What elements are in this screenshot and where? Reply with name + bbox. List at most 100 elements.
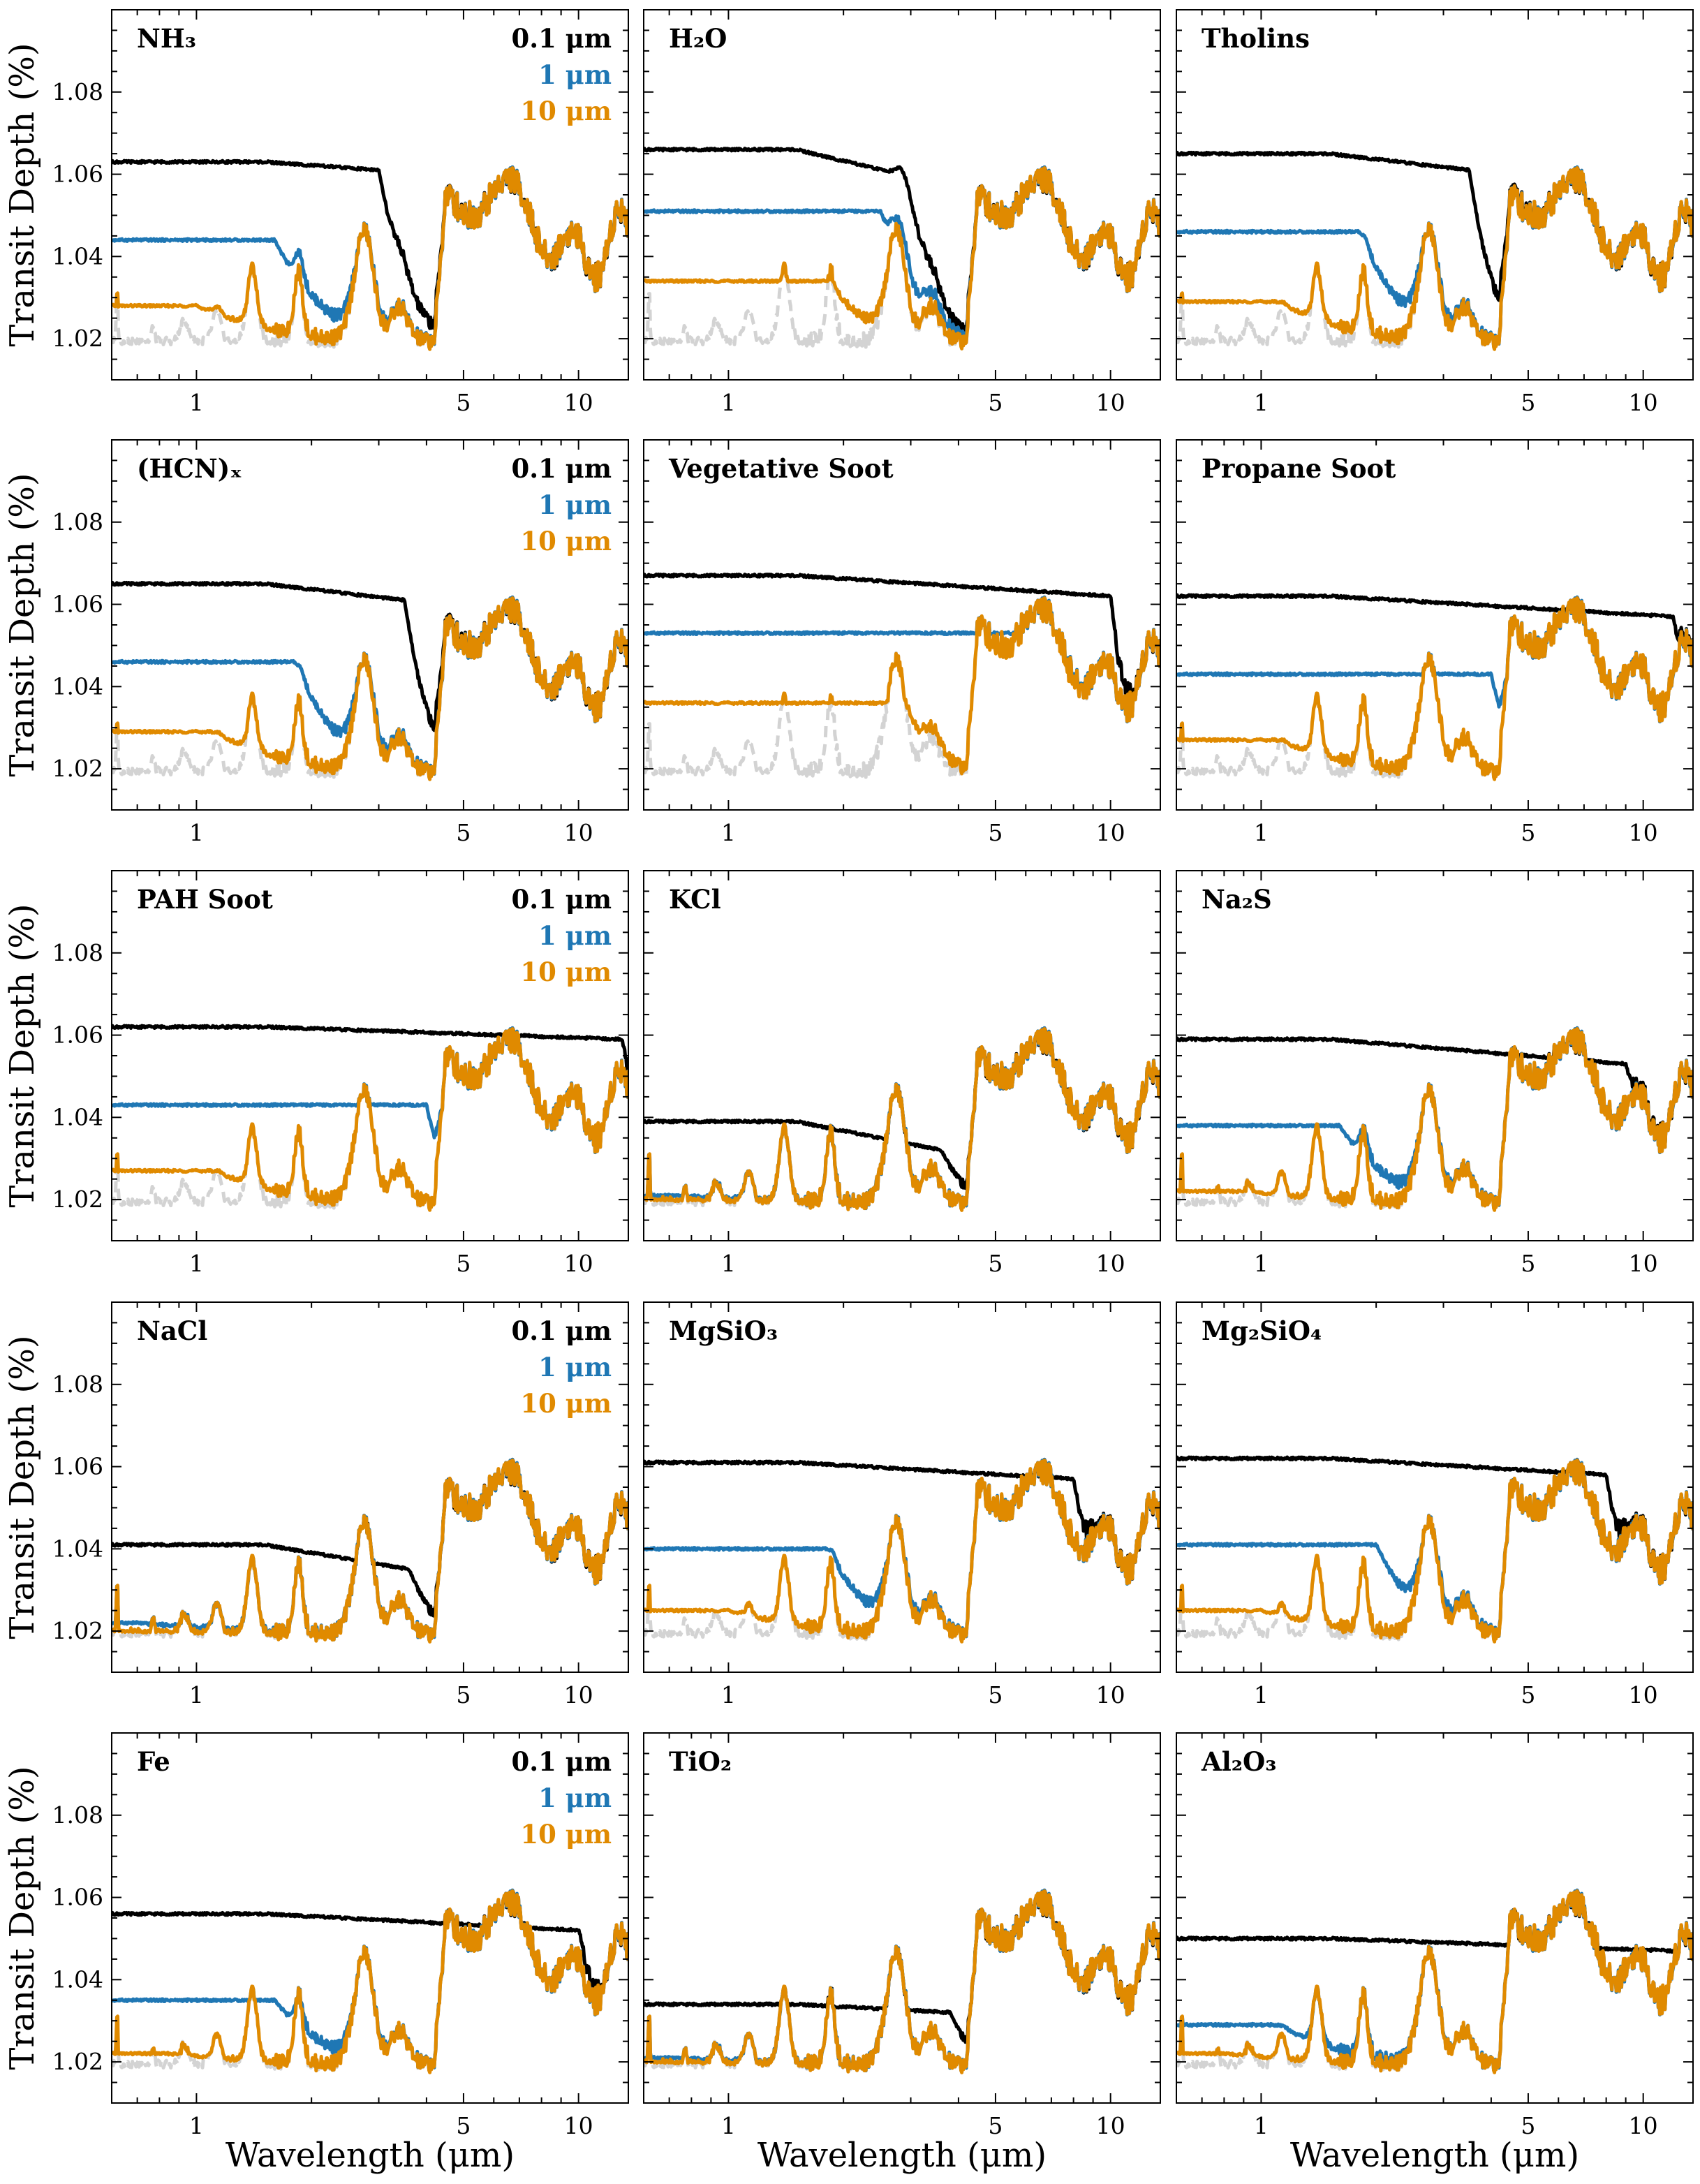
- x-tick-label: 5: [988, 1250, 1003, 1277]
- y-tick-label: 1.02: [52, 2048, 103, 2075]
- panel-label: Propane Soot: [1202, 453, 1396, 484]
- legend-entry-r0_1: 0.1 μm: [512, 1746, 612, 1777]
- x-tick-label: 1: [721, 2112, 736, 2139]
- series-0_1-line: [644, 573, 1160, 711]
- y-tick-label: 1.06: [52, 1884, 103, 1911]
- x-tick-label: 5: [988, 2112, 1003, 2139]
- plot-area: [1176, 593, 1693, 781]
- plot-area: [112, 1024, 628, 1212]
- y-tick-label: 1.08: [52, 1801, 103, 1829]
- x-tick-label: 10: [1096, 1681, 1125, 1709]
- legend-entry-r0_1: 0.1 μm: [512, 453, 612, 484]
- plot-area: [112, 1457, 628, 1644]
- panel-label: Na₂S: [1202, 884, 1272, 915]
- x-axis-title: Wavelength (μm): [1290, 2136, 1579, 2175]
- x-tick-label: 1: [189, 1250, 204, 1277]
- panel-5: 1 5 10 Vegetative Soot: [643, 439, 1161, 846]
- panel-label: Tholins: [1202, 23, 1310, 54]
- series-0_1-line: [112, 1024, 628, 1077]
- panel-frame: [643, 439, 1161, 811]
- panel-label: Vegetative Soot: [668, 453, 894, 484]
- x-tick-label: 5: [456, 819, 471, 846]
- panel-11: 1 5 10 MgSiO₃: [643, 1301, 1161, 1709]
- x-tick-label: 10: [1629, 2112, 1658, 2139]
- x-tick-label: 10: [1629, 1681, 1658, 1709]
- x-tick-label: 1: [721, 389, 736, 416]
- panel-label: NH₃: [137, 23, 196, 54]
- legend-entry-r1: 1 μm: [538, 59, 612, 90]
- series-10-line: [644, 1889, 1160, 2074]
- series-10-line: [1176, 596, 1693, 781]
- plot-area: [1176, 1455, 1693, 1644]
- series-10-line: [644, 166, 1160, 351]
- x-axis-title: Wavelength (μm): [226, 2136, 515, 2175]
- legend-entry-r10: 10 μm: [520, 1819, 612, 1850]
- x-tick-label: 1: [721, 819, 736, 846]
- panel-4: 1 5 10 1.02 1.04 1.06 1.08 (HCN)ₓ 0.1 μm 1 μm 10 μ…: [52, 439, 629, 846]
- x-tick-label: 5: [456, 389, 471, 416]
- series-0_1-line: [1176, 1888, 1693, 1960]
- series-10-line: [112, 1459, 628, 1644]
- x-tick-label: 10: [1629, 389, 1658, 416]
- series-1-line: [112, 1026, 628, 1155]
- legend-entry-r10: 10 μm: [520, 96, 612, 126]
- y-axis-title: Transit Depth (%): [3, 43, 42, 346]
- series-10-line: [1176, 166, 1693, 351]
- panel-frame: [1176, 1301, 1694, 1673]
- series-0_1-line: [1176, 150, 1693, 302]
- y-tick-label: 1.04: [52, 672, 103, 700]
- y-tick-label: 1.04: [52, 1535, 103, 1562]
- series-10-line: [644, 1459, 1160, 1644]
- x-tick-label: 10: [564, 1681, 593, 1709]
- x-axis-title: Wavelength (μm): [757, 2136, 1047, 2175]
- legend-entry-r1: 1 μm: [538, 920, 612, 951]
- series-0_1-line: [1176, 1455, 1693, 1584]
- panel-9: 1 5 10 Na₂S: [1176, 870, 1694, 1277]
- series-0_1-line: [1176, 593, 1693, 665]
- panel-frame: [1176, 439, 1694, 811]
- panel-label: KCl: [669, 884, 721, 915]
- x-tick-label: 1: [189, 819, 204, 846]
- x-tick-label: 5: [456, 2112, 471, 2139]
- y-tick-label: 1.04: [52, 1965, 103, 1993]
- y-tick-label: 1.08: [52, 939, 103, 966]
- x-tick-label: 10: [564, 819, 593, 846]
- x-tick-label: 1: [1254, 389, 1269, 416]
- series-0_1-line: [112, 1888, 628, 2007]
- x-tick-label: 1: [721, 1250, 736, 1277]
- plot-area: [1176, 1026, 1693, 1212]
- y-tick-label: 1.06: [52, 161, 103, 188]
- x-tick-label: 10: [1096, 819, 1125, 846]
- panel-15: 1 5 10 Al₂O₃: [1176, 1732, 1694, 2139]
- y-tick-label: 1.02: [52, 755, 103, 782]
- panel-8: 1 5 10 KCl: [643, 870, 1161, 1277]
- x-tick-label: 1: [1254, 819, 1269, 846]
- plot-area: [644, 1457, 1160, 1644]
- plot-area: [644, 1888, 1160, 2074]
- legend-entry-r0_1: 0.1 μm: [512, 1315, 612, 1346]
- panel-label: Fe: [137, 1746, 170, 1777]
- plot-area: [112, 1888, 628, 2074]
- panel-1: 1 5 10 1.02 1.04 1.06 1.08 NH₃ 0.1 μm 1 μm 10 μm: [52, 9, 629, 416]
- series-10-line: [112, 1027, 628, 1212]
- x-tick-label: 10: [564, 1250, 593, 1277]
- x-tick-label: 5: [1521, 1681, 1535, 1709]
- x-tick-label: 10: [564, 2112, 593, 2139]
- panel-label: PAH Soot: [137, 884, 273, 915]
- x-tick-label: 5: [1521, 389, 1535, 416]
- y-tick-label: 1.06: [52, 591, 103, 618]
- series-0_1-line: [112, 580, 628, 732]
- series-10-line: [112, 596, 628, 781]
- x-tick-label: 5: [1521, 2112, 1535, 2139]
- x-tick-label: 5: [988, 389, 1003, 416]
- panel-label: MgSiO₃: [669, 1315, 778, 1346]
- y-tick-label: 1.06: [52, 1453, 103, 1480]
- panel-12: 1 5 10 Mg₂SiO₄: [1176, 1301, 1694, 1709]
- x-tick-label: 5: [456, 1250, 471, 1277]
- x-tick-label: 1: [1254, 2112, 1269, 2139]
- panel-3: 1 5 10 Tholins: [1176, 9, 1694, 416]
- y-tick-label: 1.04: [52, 1103, 103, 1130]
- y-axis-title: Transit Depth (%): [3, 473, 42, 776]
- series-10-line: [1176, 1027, 1693, 1212]
